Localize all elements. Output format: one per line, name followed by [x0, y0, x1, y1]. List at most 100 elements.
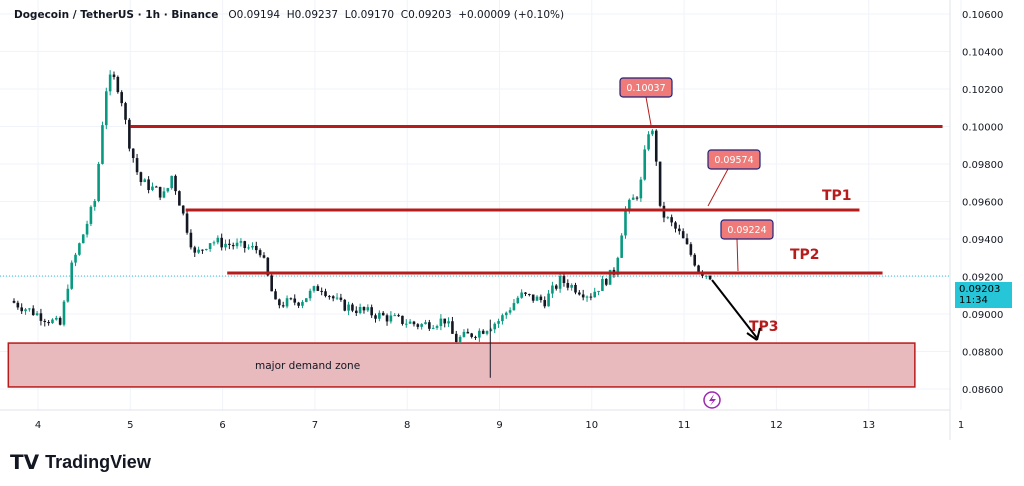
- candle-body: [178, 191, 181, 206]
- candle-body: [170, 175, 173, 189]
- candle-body: [70, 262, 73, 289]
- candle-body: [658, 161, 662, 206]
- candle-body: [358, 306, 362, 314]
- candle-body: [374, 315, 377, 319]
- candle-body: [481, 330, 485, 334]
- candle-body: [635, 197, 639, 199]
- candle-body: [235, 242, 239, 247]
- candle-body: [185, 213, 189, 233]
- candle-body: [443, 318, 447, 324]
- candle-body: [224, 243, 227, 248]
- candle-body: [35, 313, 39, 316]
- candle-body: [704, 275, 708, 277]
- candle-body: [378, 312, 381, 319]
- candle-body: [312, 286, 316, 291]
- candle-body: [135, 158, 139, 173]
- price-chart[interactable]: 0.10600 0.10400 0.10200 0.10000 0.09800 0.096…: [0, 0, 1024, 440]
- candle-body: [297, 302, 300, 306]
- y-tick-label: 0.08600: [962, 385, 1003, 396]
- tradingview-logo[interactable]: 𝗧𝗩 TradingView: [10, 450, 151, 475]
- y-tick-label: 0.09200: [962, 273, 1003, 284]
- candle-body: [89, 206, 93, 224]
- candle-body: [454, 333, 458, 342]
- price-callout: [619, 77, 673, 98]
- x-tick-label: 7: [312, 420, 318, 431]
- candle-body: [128, 119, 131, 149]
- symbol-name: Dogecoin / TetherUS · 1h · Binance: [14, 9, 219, 21]
- candle-body: [520, 292, 523, 298]
- candle-body: [362, 306, 366, 311]
- ohlc-open: O0.09194: [228, 9, 281, 21]
- y-tick-label: 0.10000: [962, 123, 1003, 134]
- candle-body: [670, 217, 673, 223]
- last-price: 0.09203: [959, 284, 1001, 295]
- last-price-label: 0.09203 11:34: [955, 282, 1012, 308]
- candle-body: [489, 329, 493, 332]
- y-tick-label: 0.08800: [962, 348, 1003, 359]
- candle-body: [131, 148, 135, 159]
- price-callout: [707, 149, 761, 170]
- candle-body: [112, 74, 116, 77]
- candle-body: [343, 299, 347, 311]
- candle-body: [208, 243, 212, 250]
- tp-label: TP3: [749, 319, 779, 335]
- candle-body: [608, 269, 612, 285]
- candle-body: [201, 249, 204, 251]
- candle-body: [197, 249, 200, 253]
- candle-body: [408, 321, 412, 324]
- price-callout-text: 0.09224: [727, 225, 766, 236]
- candle-body: [616, 257, 620, 275]
- candle-body: [474, 336, 477, 338]
- candle-body: [585, 296, 589, 298]
- candle-body: [501, 315, 504, 322]
- price-callout-text: 0.09574: [714, 155, 753, 166]
- x-tick-label: 12: [770, 420, 783, 431]
- candle-body: [654, 130, 658, 162]
- candle-body: [166, 188, 170, 192]
- candle-body: [239, 241, 243, 243]
- candle-body: [597, 290, 600, 292]
- candle-body: [289, 298, 293, 300]
- candle-body: [524, 292, 527, 294]
- candle-body: [316, 286, 320, 291]
- candle-body: [581, 294, 585, 298]
- candle-body: [451, 321, 454, 334]
- candle-body: [554, 285, 558, 289]
- candle-body: [643, 149, 647, 180]
- candle-body: [493, 323, 497, 330]
- candle-body: [12, 300, 16, 303]
- candle-body: [124, 103, 127, 120]
- candle-body: [589, 296, 593, 298]
- candle-body: [55, 317, 58, 320]
- demand-zone-label: major demand zone: [255, 360, 360, 372]
- brand-name: TradingView: [45, 452, 151, 472]
- candle-body: [216, 237, 220, 243]
- candle-body: [593, 291, 597, 298]
- price-callout: [720, 219, 774, 240]
- candle-body: [620, 235, 623, 258]
- price-callout-text: 0.10037: [626, 83, 665, 94]
- candle-body: [543, 300, 547, 307]
- candle-body: [228, 243, 231, 245]
- candle-body: [181, 205, 185, 214]
- candle-body: [535, 296, 539, 301]
- candle-body: [116, 76, 120, 93]
- candle-body: [281, 305, 285, 307]
- candle-body: [708, 275, 712, 280]
- candle-body: [466, 331, 470, 334]
- candle-body: [558, 276, 562, 289]
- candle-body: [689, 244, 693, 255]
- candle-body: [431, 327, 435, 329]
- candle-body: [24, 309, 27, 312]
- candle-body: [162, 191, 166, 198]
- y-tick-label: 0.09600: [962, 198, 1003, 209]
- candle-body: [604, 278, 608, 285]
- callout-pointer: [645, 96, 652, 126]
- y-tick-label: 0.10600: [962, 10, 1003, 21]
- tv-logo-icon: 𝗧𝗩: [10, 452, 40, 474]
- x-tick-label: 4: [35, 420, 41, 431]
- candle-body: [20, 307, 23, 312]
- x-tick-label: 13: [862, 420, 875, 431]
- candle-body: [366, 307, 370, 311]
- candle-body: [270, 275, 273, 292]
